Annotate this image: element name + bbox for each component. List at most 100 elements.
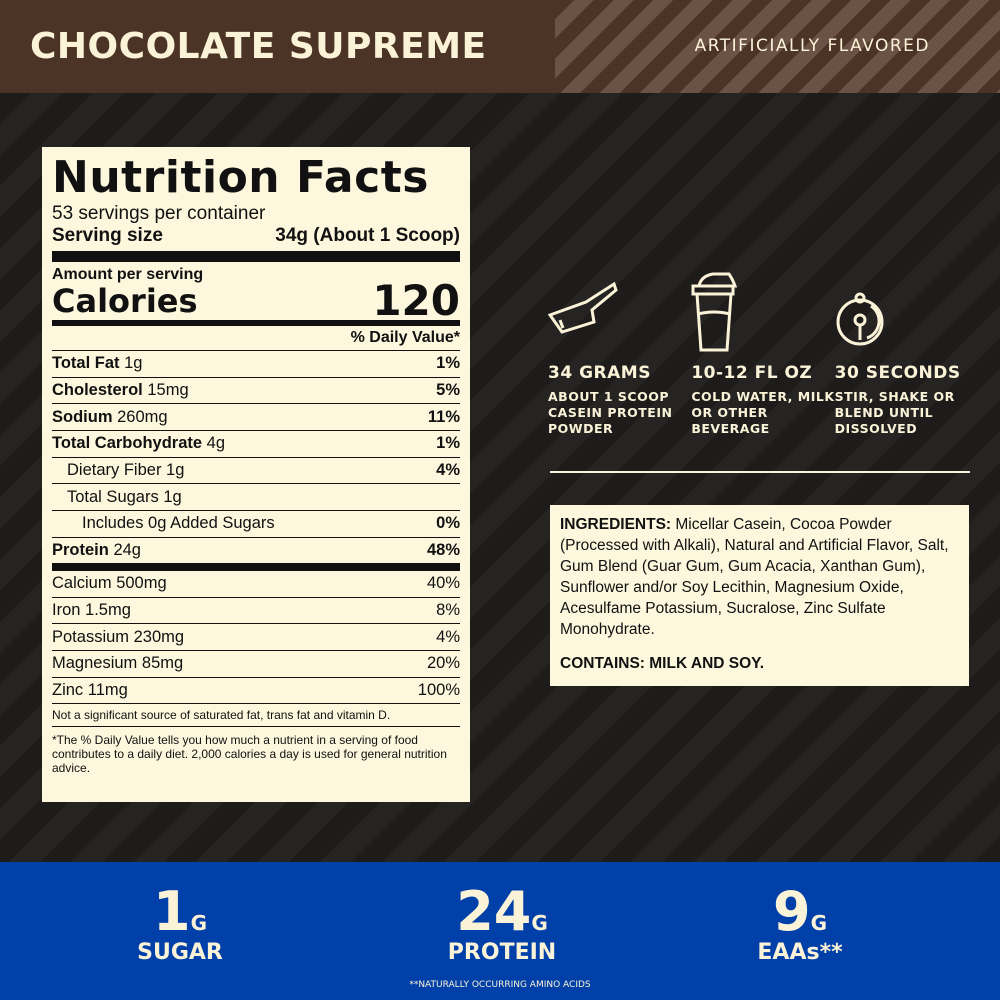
calories-label: Calories <box>52 282 198 320</box>
amount-per-serving: Amount per serving <box>52 266 204 283</box>
nutrient-label: Zinc <box>52 680 84 699</box>
scoop-icon <box>548 281 618 334</box>
nutrient-daily-value: 4% <box>436 461 460 480</box>
nutrient-amount: 260mg <box>117 407 168 426</box>
nutrient-name: Dietary Fiber 1g <box>52 461 184 480</box>
nutrition-facts-heading: Nutrition Facts <box>52 152 429 203</box>
nutrient-daily-value: 5% <box>436 381 460 400</box>
nutrient-amount: 85mg <box>141 654 184 673</box>
nutrient-row: Potassium 230mg 4% <box>52 624 460 651</box>
shaker-icon <box>691 272 738 352</box>
nutrient-amount: 230mg <box>133 627 185 646</box>
nutrient-amount: 24g <box>113 540 141 559</box>
nutrient-label: Iron <box>52 600 81 619</box>
nutrient-row: Total Sugars 1g <box>52 484 460 512</box>
nutrient-row: Includes 0g Added Sugars 0% <box>52 511 460 538</box>
ingredients-box: INGREDIENTS: Micellar Casein, Cocoa Powd… <box>550 505 969 686</box>
nutrient-name: Iron 1.5mg <box>52 601 131 620</box>
stat-unit: G <box>190 911 207 935</box>
nutrition-facts-label: Nutrition Facts 53 servings per containe… <box>42 147 470 802</box>
nutrient-row: Protein 24g 48% <box>52 538 460 571</box>
nutrient-amount: 15mg <box>147 381 189 400</box>
nutrient-amount: 11mg <box>87 680 128 699</box>
stat-protein: 24G PROTEIN <box>402 884 602 966</box>
nutrient-daily-value: 100% <box>417 680 460 699</box>
nutrient-amount: 500mg <box>116 574 167 593</box>
nutrient-row: Dietary Fiber 1g 4% <box>52 458 460 485</box>
nutrient-label: Calcium <box>52 574 112 593</box>
stat-sugar: 1G SUGAR <box>80 884 280 966</box>
direction-title: 30 SECONDS <box>834 363 961 383</box>
nutrient-amount: 1.5mg <box>85 600 131 619</box>
nutrient-row: Sodium 260mg 11% <box>52 404 460 432</box>
nutrient-amount: 4g <box>206 434 225 453</box>
nutrient-name: Potassium 230mg <box>52 628 184 647</box>
nutrient-name: Total Carbohydrate 4g <box>52 434 225 453</box>
stat-value: 9 <box>773 880 811 943</box>
nutrient-label: Cholesterol <box>52 381 143 400</box>
servings-per-container: 53 servings per container <box>52 203 266 224</box>
nutrient-row: Iron 1.5mg 8% <box>52 598 460 625</box>
nutrient-amount: 1g <box>163 487 182 506</box>
nutrient-label: Dietary Fiber <box>67 461 162 480</box>
nutrient-name: Sodium 260mg <box>52 408 168 427</box>
nutrient-row: Zinc 11mg 100% <box>52 678 460 705</box>
stat-label: PROTEIN <box>447 940 557 965</box>
nutrient-label: Protein <box>52 540 109 559</box>
nutrient-daily-value: 4% <box>436 627 460 646</box>
direction-desc: STIR, SHAKE OR BLEND UNTIL DISSOLVED <box>834 389 955 436</box>
calories-value: 120 <box>372 276 460 325</box>
calories-row: Calories 120 <box>52 276 460 326</box>
directions: 34 GRAMS ABOUT 1 SCOOP CASEIN PROTEIN PO… <box>548 270 978 437</box>
stats-footnote: **NATURALLY OCCURRING AMINO ACIDS <box>409 980 591 990</box>
serving-size-value: 34g (About 1 Scoop) <box>275 225 460 246</box>
nutrient-daily-value: 40% <box>426 574 460 593</box>
nutrient-label: Includes 0g Added Sugars <box>82 514 275 533</box>
allergen-statement: CONTAINS: MILK AND SOY. <box>560 655 765 672</box>
daily-value-footnote: *The % Daily Value tells you how much a … <box>52 733 447 776</box>
stat-value: 24 <box>456 880 532 943</box>
nutrient-label: Total Carbohydrate <box>52 434 203 453</box>
nutrient-name: Zinc 11mg <box>52 681 128 700</box>
nutrient-name: Cholesterol 15mg <box>52 381 189 400</box>
ingredients-list: Micellar Casein, Cocoa Powder (Processed… <box>560 516 949 638</box>
stat-unit: G <box>810 911 827 935</box>
flavor-title: CHOCOLATE SUPREME <box>30 26 487 67</box>
nutrient-name: Total Fat 1g <box>52 354 142 373</box>
stat-eaas: 9G EAAs** <box>700 884 900 966</box>
nutrient-name: Total Sugars 1g <box>52 488 182 507</box>
flavor-note: ARTIFICIALLY FLAVORED <box>694 36 930 56</box>
serving-size: Serving size 34g (About 1 Scoop) <box>52 225 460 262</box>
nutrient-daily-value: 0% <box>436 514 460 533</box>
header-banner: CHOCOLATE SUPREME ARTIFICIALLY FLAVORED <box>0 0 1000 93</box>
nutrient-amount: 1g <box>124 354 143 373</box>
direction-desc: COLD WATER, MILK OR OTHER BEVERAGE <box>691 389 835 436</box>
nutrient-daily-value: 20% <box>426 654 460 673</box>
ingredients-label: INGREDIENTS: <box>560 516 672 533</box>
not-significant-note: Not a significant source of saturated fa… <box>52 704 460 728</box>
stat-label: EAAs** <box>757 940 843 965</box>
direction-stopwatch: 30 SECONDS STIR, SHAKE OR BLEND UNTIL DI… <box>835 270 978 437</box>
stat-label: SUGAR <box>137 940 223 965</box>
nutrient-name: Magnesium 85mg <box>52 654 183 673</box>
nutrient-row: Total Fat 1g 1% <box>52 351 460 378</box>
nutrient-name: Calcium 500mg <box>52 574 167 593</box>
nutrient-daily-value: 11% <box>427 407 460 426</box>
nutrient-label: Magnesium <box>52 654 138 673</box>
stopwatch-icon <box>836 292 884 346</box>
nutrient-row: Magnesium 85mg 20% <box>52 651 460 678</box>
nutrient-label: Total Fat <box>52 354 120 373</box>
nutrient-daily-value: 8% <box>436 600 460 619</box>
nutrient-daily-value: 1% <box>436 354 460 373</box>
nutrient-row: Cholesterol 15mg 5% <box>52 378 460 405</box>
nutrient-label: Total Sugars <box>67 487 159 506</box>
stat-value: 1 <box>153 880 191 943</box>
nutrient-daily-value: 1% <box>436 434 460 453</box>
ingredients-text: INGREDIENTS: Micellar Casein, Cocoa Powd… <box>560 514 959 640</box>
divider <box>550 471 970 473</box>
nutrient-amount: 1g <box>166 461 185 480</box>
direction-desc: ABOUT 1 SCOOP CASEIN PROTEIN POWDER <box>548 389 673 436</box>
stats-band: 1G SUGAR 24G PROTEIN 9G EAAs** **NATURALLY … <box>0 862 1000 1000</box>
nutrient-label: Potassium <box>52 627 130 646</box>
stat-unit: G <box>531 911 548 935</box>
